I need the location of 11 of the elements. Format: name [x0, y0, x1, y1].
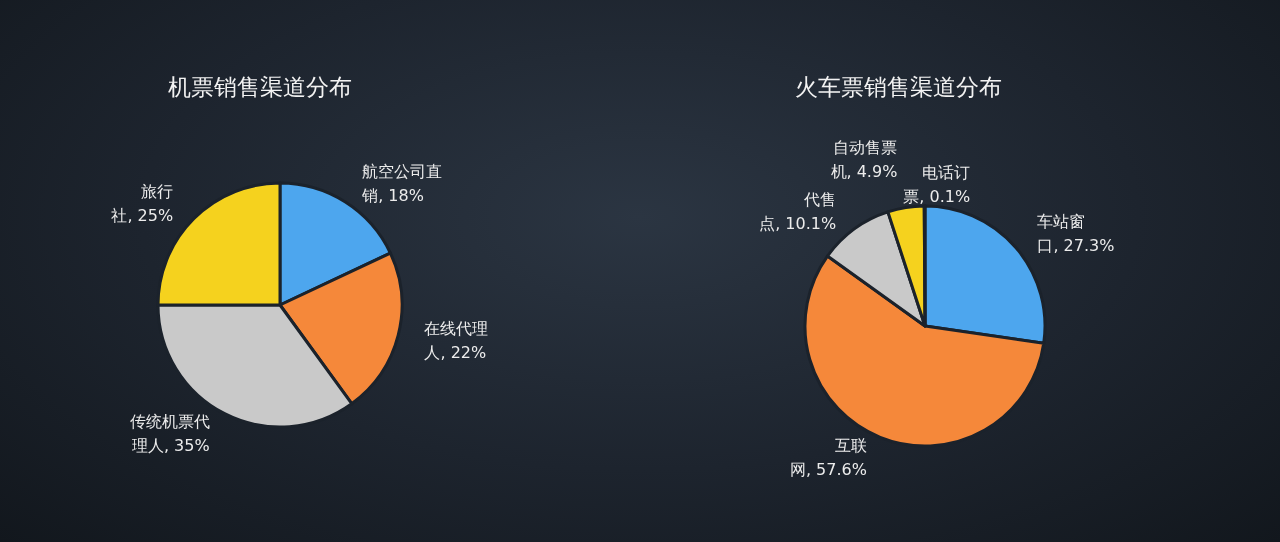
slice-label: 旅行社, 25% [111, 181, 174, 225]
slice-label: 自动售票机, 4.9% [830, 137, 898, 181]
slice-label: 电话订票, 0.1% [903, 162, 971, 206]
slice-label: 传统机票代理人, 35% [129, 411, 210, 455]
slice-label: 代售点, 10.1% [759, 189, 837, 233]
slice-label: 车站窗口, 27.3% [1037, 211, 1115, 255]
chart-title: 火车票销售渠道分布 [794, 73, 1002, 100]
slice-label: 航空公司直销, 18% [361, 161, 443, 205]
slice-label: 在线代理人, 22% [424, 319, 489, 363]
slice-label: 互联网, 57.6% [789, 436, 867, 480]
chart-title: 机票销售渠道分布 [168, 73, 352, 100]
